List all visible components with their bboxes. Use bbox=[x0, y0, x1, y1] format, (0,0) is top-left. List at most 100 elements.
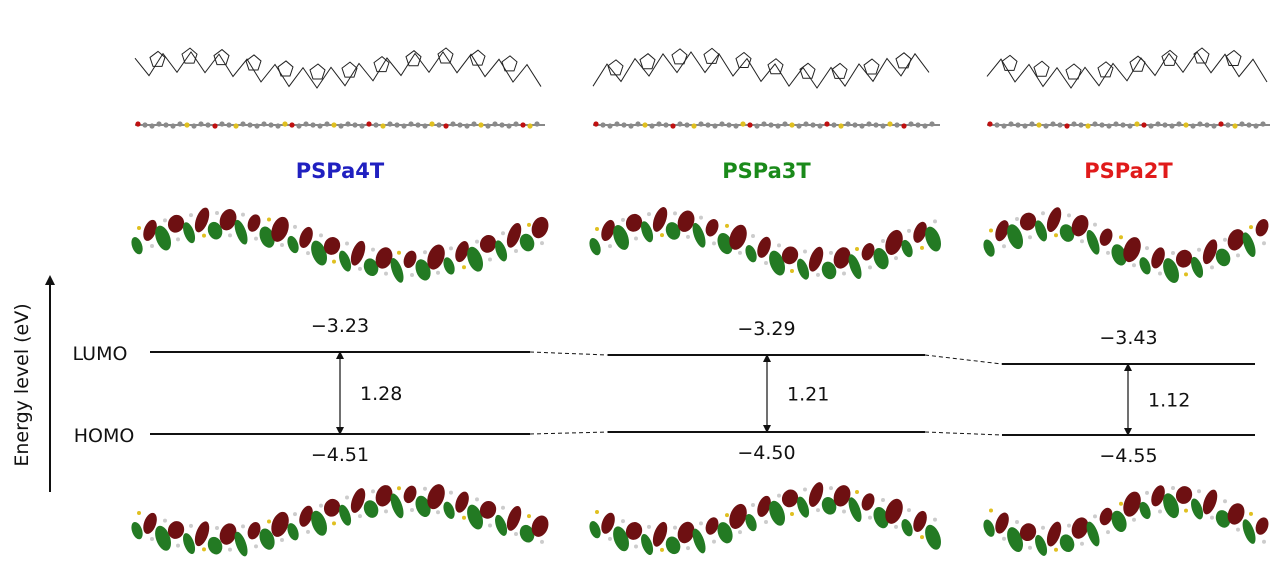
atom bbox=[254, 236, 258, 241]
atom bbox=[358, 514, 362, 519]
atom bbox=[384, 271, 388, 276]
orbital-lobe bbox=[589, 237, 601, 256]
atom bbox=[712, 539, 716, 544]
orbital-lobe bbox=[1175, 249, 1193, 268]
atom bbox=[634, 544, 638, 549]
polymer-name: PSPa4T bbox=[296, 159, 385, 183]
orbital-lobe bbox=[143, 512, 157, 534]
atom bbox=[410, 272, 414, 277]
ring bbox=[1161, 49, 1178, 66]
atom bbox=[506, 123, 512, 129]
atom bbox=[1184, 272, 1188, 277]
atom bbox=[1190, 123, 1196, 129]
atom bbox=[275, 123, 281, 129]
atom bbox=[443, 123, 449, 129]
orbital-lobe bbox=[207, 536, 223, 555]
atom bbox=[1008, 121, 1014, 127]
ring bbox=[181, 47, 198, 64]
orbital-lobe bbox=[1215, 510, 1231, 528]
polymer-column: PSPa4T −3.23 −4.51 1.28 bbox=[131, 47, 549, 557]
orbital-lobe bbox=[339, 250, 352, 272]
orbital-lobe bbox=[167, 521, 185, 539]
orbital-lobe bbox=[901, 239, 913, 258]
orbital-lobe bbox=[495, 514, 508, 536]
atom bbox=[514, 532, 518, 537]
orbital-lobe bbox=[1071, 214, 1089, 237]
atom bbox=[1184, 508, 1188, 513]
orbital-lobe bbox=[1099, 228, 1113, 246]
atom bbox=[1197, 121, 1203, 127]
atom bbox=[686, 234, 690, 239]
atom bbox=[829, 486, 833, 491]
orbital-lobe bbox=[1059, 224, 1075, 242]
atom bbox=[1093, 514, 1097, 519]
atom bbox=[1029, 121, 1035, 127]
orbital-lobe bbox=[1123, 237, 1141, 263]
orbital-lobe bbox=[183, 533, 196, 555]
atom bbox=[994, 122, 1000, 128]
atom bbox=[240, 121, 246, 127]
atom bbox=[987, 121, 993, 127]
orbital-lobe bbox=[995, 512, 1009, 534]
atom bbox=[621, 519, 625, 524]
connector bbox=[924, 354, 1003, 365]
orbital-lobe bbox=[808, 246, 824, 272]
orbital-lobe bbox=[259, 226, 275, 248]
orbital-lobe bbox=[479, 500, 497, 519]
atom bbox=[499, 122, 505, 128]
atom bbox=[176, 237, 180, 242]
ring bbox=[1193, 47, 1210, 64]
orbital-lobe bbox=[1227, 503, 1245, 525]
atom bbox=[1119, 235, 1123, 240]
orbital-lobe bbox=[625, 213, 643, 232]
orbital-lobe bbox=[247, 521, 261, 540]
ring bbox=[245, 54, 262, 71]
atom bbox=[1158, 509, 1162, 514]
atom bbox=[1054, 233, 1058, 238]
atom bbox=[215, 525, 219, 530]
atom bbox=[401, 123, 407, 129]
orbital-lobe bbox=[652, 207, 668, 232]
orbital-lobe bbox=[467, 504, 483, 530]
atom bbox=[881, 239, 885, 244]
atom bbox=[789, 122, 795, 128]
atom bbox=[1236, 253, 1240, 258]
orbital-lobe bbox=[781, 489, 799, 508]
lumo-value: −3.43 bbox=[1099, 327, 1157, 349]
atom bbox=[527, 222, 531, 227]
homo-value: −4.50 bbox=[737, 442, 795, 464]
atom bbox=[373, 122, 379, 128]
atom bbox=[215, 211, 219, 216]
atom bbox=[989, 508, 993, 513]
atom bbox=[1022, 123, 1028, 129]
orbital-lobe bbox=[995, 220, 1009, 242]
atom bbox=[733, 123, 739, 129]
atom bbox=[880, 123, 886, 129]
atom bbox=[1127, 123, 1133, 129]
atom bbox=[1085, 123, 1091, 129]
atom bbox=[1232, 123, 1238, 129]
atom bbox=[782, 121, 788, 127]
orbital-lobe bbox=[155, 225, 171, 251]
atom bbox=[1036, 122, 1042, 128]
orbital-lobe bbox=[427, 244, 445, 270]
atom bbox=[1223, 499, 1227, 504]
atom bbox=[803, 249, 807, 254]
orbital-lobe bbox=[1071, 517, 1089, 539]
atom bbox=[796, 123, 802, 129]
atom bbox=[855, 490, 859, 495]
atom bbox=[1134, 121, 1140, 127]
orbital-lobe bbox=[427, 484, 445, 510]
orbital-lobe bbox=[808, 482, 824, 507]
atom bbox=[660, 547, 664, 552]
ring bbox=[1001, 54, 1018, 71]
atom bbox=[719, 121, 725, 127]
ring bbox=[671, 48, 688, 65]
polymer-column: PSPa3T −3.29 −4.50 1.21 bbox=[529, 47, 941, 555]
orbital-lobe bbox=[717, 522, 733, 544]
ring bbox=[639, 53, 656, 70]
orbital-lobe bbox=[665, 536, 681, 555]
atom bbox=[712, 123, 718, 129]
atom bbox=[868, 265, 872, 270]
orbital-lobe bbox=[234, 531, 248, 557]
